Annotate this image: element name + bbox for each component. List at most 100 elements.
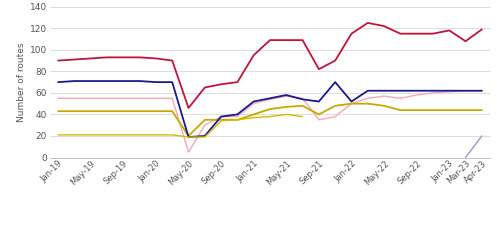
Virgin (414, 89, 420, 92)
Jetstar (Qantas) (332, 115, 338, 118)
Jetstar (Qantas) (300, 97, 306, 100)
Qantas (462, 40, 468, 43)
Qantas (414, 32, 420, 35)
Bonza (462, 156, 468, 159)
Qantas (104, 56, 110, 59)
Qantas (88, 57, 94, 60)
Rex (332, 104, 338, 107)
Virgin (104, 80, 110, 82)
Tigerair (Virgin) (234, 118, 240, 121)
Qantas (284, 39, 290, 41)
Virgin (250, 100, 256, 103)
Jetstar (Qantas) (446, 90, 452, 93)
Jetstar (Qantas) (120, 97, 126, 100)
Qantas (446, 29, 452, 32)
Virgin (202, 135, 208, 137)
Tigerair (Virgin) (88, 133, 94, 136)
Rex (348, 102, 354, 105)
Rex (430, 109, 436, 111)
Rex (479, 109, 485, 111)
Virgin (153, 81, 159, 83)
Rex (250, 113, 256, 116)
Tigerair (Virgin) (153, 133, 159, 136)
Jetstar (Qantas) (218, 115, 224, 118)
Jetstar (Qantas) (153, 97, 159, 100)
Qantas (479, 28, 485, 31)
Virgin (186, 136, 192, 138)
Jetstar (Qantas) (234, 115, 240, 118)
Rex (234, 118, 240, 121)
Virgin (55, 81, 61, 83)
Virgin (169, 81, 175, 83)
Line: Rex: Rex (58, 104, 482, 136)
Tigerair (Virgin) (55, 133, 61, 136)
Line: Virgin: Virgin (58, 81, 482, 137)
Jetstar (Qantas) (250, 102, 256, 105)
Virgin (462, 89, 468, 92)
Rex (136, 110, 142, 112)
Rex (218, 118, 224, 121)
Rex (381, 104, 387, 107)
Rex (55, 110, 61, 112)
Tigerair (Virgin) (120, 133, 126, 136)
Bonza (479, 135, 485, 137)
Qantas (234, 81, 240, 83)
Jetstar (Qantas) (136, 97, 142, 100)
Tigerair (Virgin) (72, 133, 78, 136)
Qantas (348, 32, 354, 35)
Qantas (120, 56, 126, 59)
Virgin (430, 89, 436, 92)
Virgin (446, 89, 452, 92)
Tigerair (Virgin) (104, 133, 110, 136)
Jetstar (Qantas) (186, 151, 192, 153)
Virgin (120, 80, 126, 82)
Jetstar (Qantas) (479, 89, 485, 92)
Tigerair (Virgin) (202, 136, 208, 138)
Jetstar (Qantas) (316, 118, 322, 121)
Qantas (169, 59, 175, 62)
Tigerair (Virgin) (136, 133, 142, 136)
Rex (316, 113, 322, 116)
Qantas (136, 56, 142, 59)
Tigerair (Virgin) (300, 115, 306, 118)
Virgin (300, 98, 306, 101)
Virgin (348, 100, 354, 103)
Rex (104, 110, 110, 112)
Virgin (218, 115, 224, 118)
Qantas (430, 32, 436, 35)
Tigerair (Virgin) (250, 116, 256, 119)
Rex (365, 102, 371, 105)
Virgin (398, 89, 404, 92)
Rex (446, 109, 452, 111)
Qantas (218, 83, 224, 86)
Virgin (381, 89, 387, 92)
Tigerair (Virgin) (169, 133, 175, 136)
Qantas (316, 68, 322, 71)
Virgin (136, 80, 142, 82)
Rex (120, 110, 126, 112)
Jetstar (Qantas) (398, 97, 404, 100)
Virgin (332, 81, 338, 83)
Qantas (365, 22, 371, 24)
Jetstar (Qantas) (202, 124, 208, 126)
Virgin (234, 113, 240, 116)
Rex (398, 109, 404, 111)
Rex (153, 110, 159, 112)
Qantas (55, 59, 61, 62)
Qantas (381, 25, 387, 27)
Rex (300, 104, 306, 107)
Jetstar (Qantas) (430, 92, 436, 94)
Line: Qantas: Qantas (58, 23, 482, 108)
Rex (169, 110, 175, 112)
Qantas (332, 59, 338, 62)
Jetstar (Qantas) (348, 102, 354, 105)
Jetstar (Qantas) (169, 97, 175, 100)
Rex (202, 118, 208, 121)
Virgin (284, 94, 290, 96)
Jetstar (Qantas) (462, 89, 468, 92)
Jetstar (Qantas) (284, 95, 290, 97)
Rex (267, 108, 273, 110)
Tigerair (Virgin) (186, 136, 192, 138)
Qantas (153, 57, 159, 60)
Tigerair (Virgin) (267, 115, 273, 118)
